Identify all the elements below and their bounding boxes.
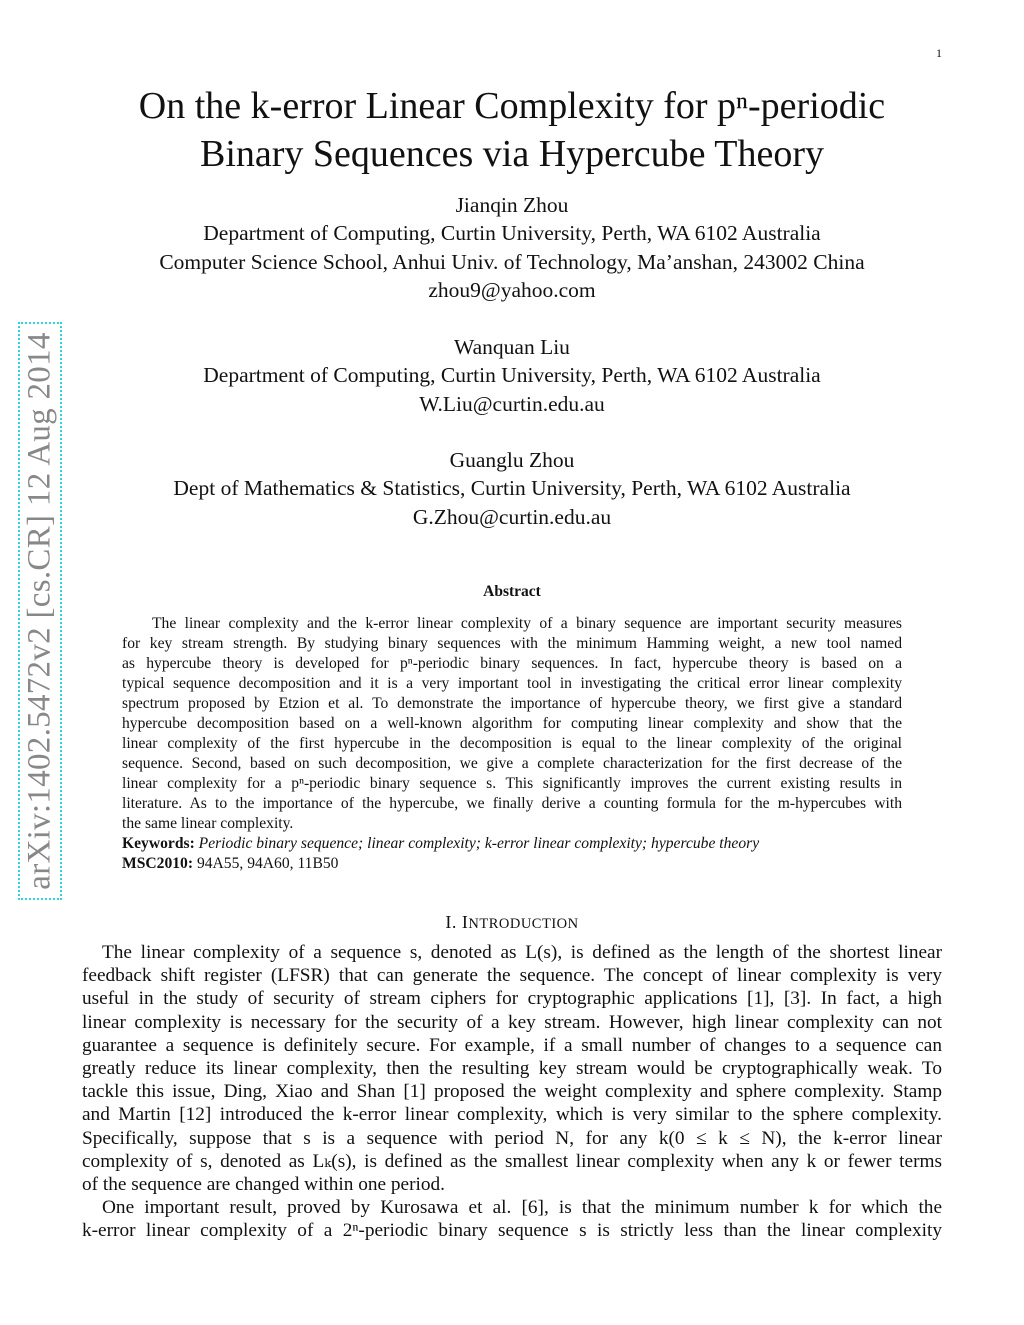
section-title: NTRODUCTION [468, 916, 579, 932]
text-line: useful in the study of security of strea… [82, 988, 942, 1010]
msc-codes: MSC2010: 94A55, 94A60, 11B50 [122, 854, 902, 874]
page-number: 1 [936, 46, 942, 60]
text-line: tackle this issue, Ding, Xiao and Shan [… [82, 1081, 942, 1103]
author-block: Wanquan Liu Department of Computing, Cur… [0, 333, 1024, 418]
introduction-text: The linear complexity of a sequence s, d… [82, 941, 942, 1242]
text-line: spectrum proposed by Etzion et al. To de… [122, 695, 902, 712]
text-line: guarantee a sequence is definitely secur… [82, 1034, 942, 1056]
author-affiliation: Department of Computing, Curtin Universi… [203, 221, 821, 246]
text-line: complexity of s, denoted as Lₖ(s), is de… [82, 1150, 942, 1172]
section-heading: I. INTRODUCTION [0, 912, 1024, 933]
msc-label: MSC2010: [122, 855, 194, 872]
text-line: feedback shift register (LFSR) that can … [82, 965, 942, 987]
keywords-text: Periodic binary sequence; linear complex… [198, 835, 760, 852]
text-line: The linear complexity and the k-error li… [152, 615, 902, 632]
author-email: W.Liu@curtin.edu.au [419, 391, 605, 416]
author-name: Guanglu Zhou [449, 448, 575, 472]
arxiv-stamp: arXiv:1402.5472v2 [cs.CR] 12 Aug 2014 [18, 322, 62, 900]
author-name: Jianqin Zhou [455, 193, 569, 217]
keywords: Keywords: Periodic binary sequence; line… [122, 834, 902, 854]
text-line: typical sequence decomposition and it is… [122, 675, 902, 692]
text-line: linear complexity for a pⁿ-periodic bina… [122, 775, 902, 792]
text-line: sequence. Second, based on such decompos… [122, 755, 902, 772]
text-line: of the sequence are changed within one p… [82, 1173, 445, 1195]
text-line: The linear complexity of a sequence s, d… [102, 942, 942, 963]
author-block: Jianqin Zhou Department of Computing, Cu… [0, 191, 1024, 304]
author-block: Guanglu Zhou Dept of Mathematics & Stati… [0, 446, 1024, 531]
author-email: G.Zhou@curtin.edu.au [412, 504, 612, 529]
paper-title: On the k-error Linear Complexity for pⁿ-… [0, 82, 1024, 178]
text-line: as hypercube theory is developed for pⁿ-… [122, 655, 902, 672]
text-line: linear complexity is necessary for the s… [82, 1011, 942, 1033]
text-line: hypercube decomposition based on a well-… [122, 715, 902, 732]
abstract: The linear complexity and the k-error li… [122, 614, 902, 874]
text-line: Specifically, suppose that s is a sequen… [82, 1127, 942, 1149]
keywords-label: Keywords: [122, 835, 195, 852]
text-line: and Martin [12] introduced the k-error l… [82, 1104, 942, 1126]
text-line: linear complexity of the first hypercube… [122, 735, 902, 752]
text-line: greatly reduce its linear complexity, th… [82, 1057, 942, 1079]
title-line: Binary Sequences via Hypercube Theory [200, 133, 824, 175]
author-affiliation: Dept of Mathematics & Statistics, Curtin… [173, 476, 851, 501]
arxiv-identifier: arXiv:1402.5472v2 [cs.CR] 12 Aug 2014 [21, 332, 58, 890]
author-affiliation: Department of Computing, Curtin Universi… [203, 363, 821, 388]
author-email: zhou9@yahoo.com [428, 277, 596, 302]
abstract-heading: Abstract [483, 583, 541, 600]
text-line: literature. As to the importance of the … [122, 795, 902, 812]
author-affiliation: Computer Science School, Anhui Univ. of … [159, 249, 865, 274]
author-name: Wanquan Liu [454, 335, 570, 359]
section-number: I. I [445, 912, 469, 932]
text-line: One important result, proved by Kurosawa… [102, 1197, 942, 1219]
text-line: k-error linear complexity of a 2ⁿ-period… [82, 1220, 942, 1242]
text-line: the same linear complexity. [122, 815, 294, 832]
text-line: for key stream strength. By studying bin… [122, 635, 902, 652]
msc-text: 94A55, 94A60, 11B50 [196, 855, 339, 872]
title-line: On the k-error Linear Complexity for pⁿ-… [138, 85, 886, 127]
